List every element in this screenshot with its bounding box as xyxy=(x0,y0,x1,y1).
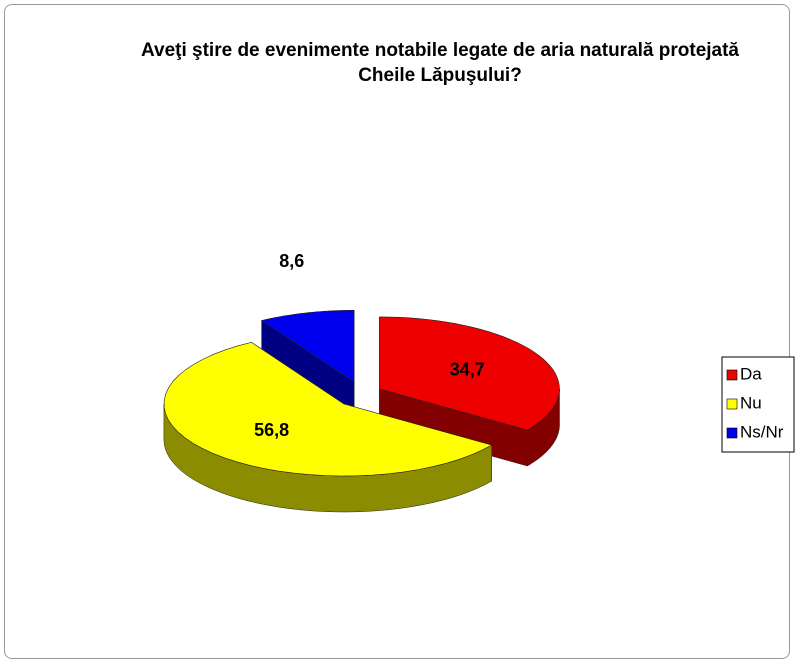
slice-top xyxy=(379,316,560,431)
pie-slice xyxy=(163,341,493,513)
legend-swatch xyxy=(726,369,738,381)
legend-label: Nu xyxy=(740,393,762,412)
legend-swatch xyxy=(726,398,738,410)
data-label: 34,7 xyxy=(450,359,485,379)
legend-swatch xyxy=(726,427,738,439)
chart-frame xyxy=(4,4,790,659)
data-label: 8,6 xyxy=(279,251,304,271)
legend-label: Ns/Nr xyxy=(740,422,784,441)
slice-top xyxy=(260,309,355,383)
legend-label: Da xyxy=(740,364,762,383)
chart-title: Aveţi ştire de evenimente notabile legat… xyxy=(141,40,739,86)
slice-top xyxy=(163,341,493,477)
data-label: 56,8 xyxy=(254,420,289,440)
